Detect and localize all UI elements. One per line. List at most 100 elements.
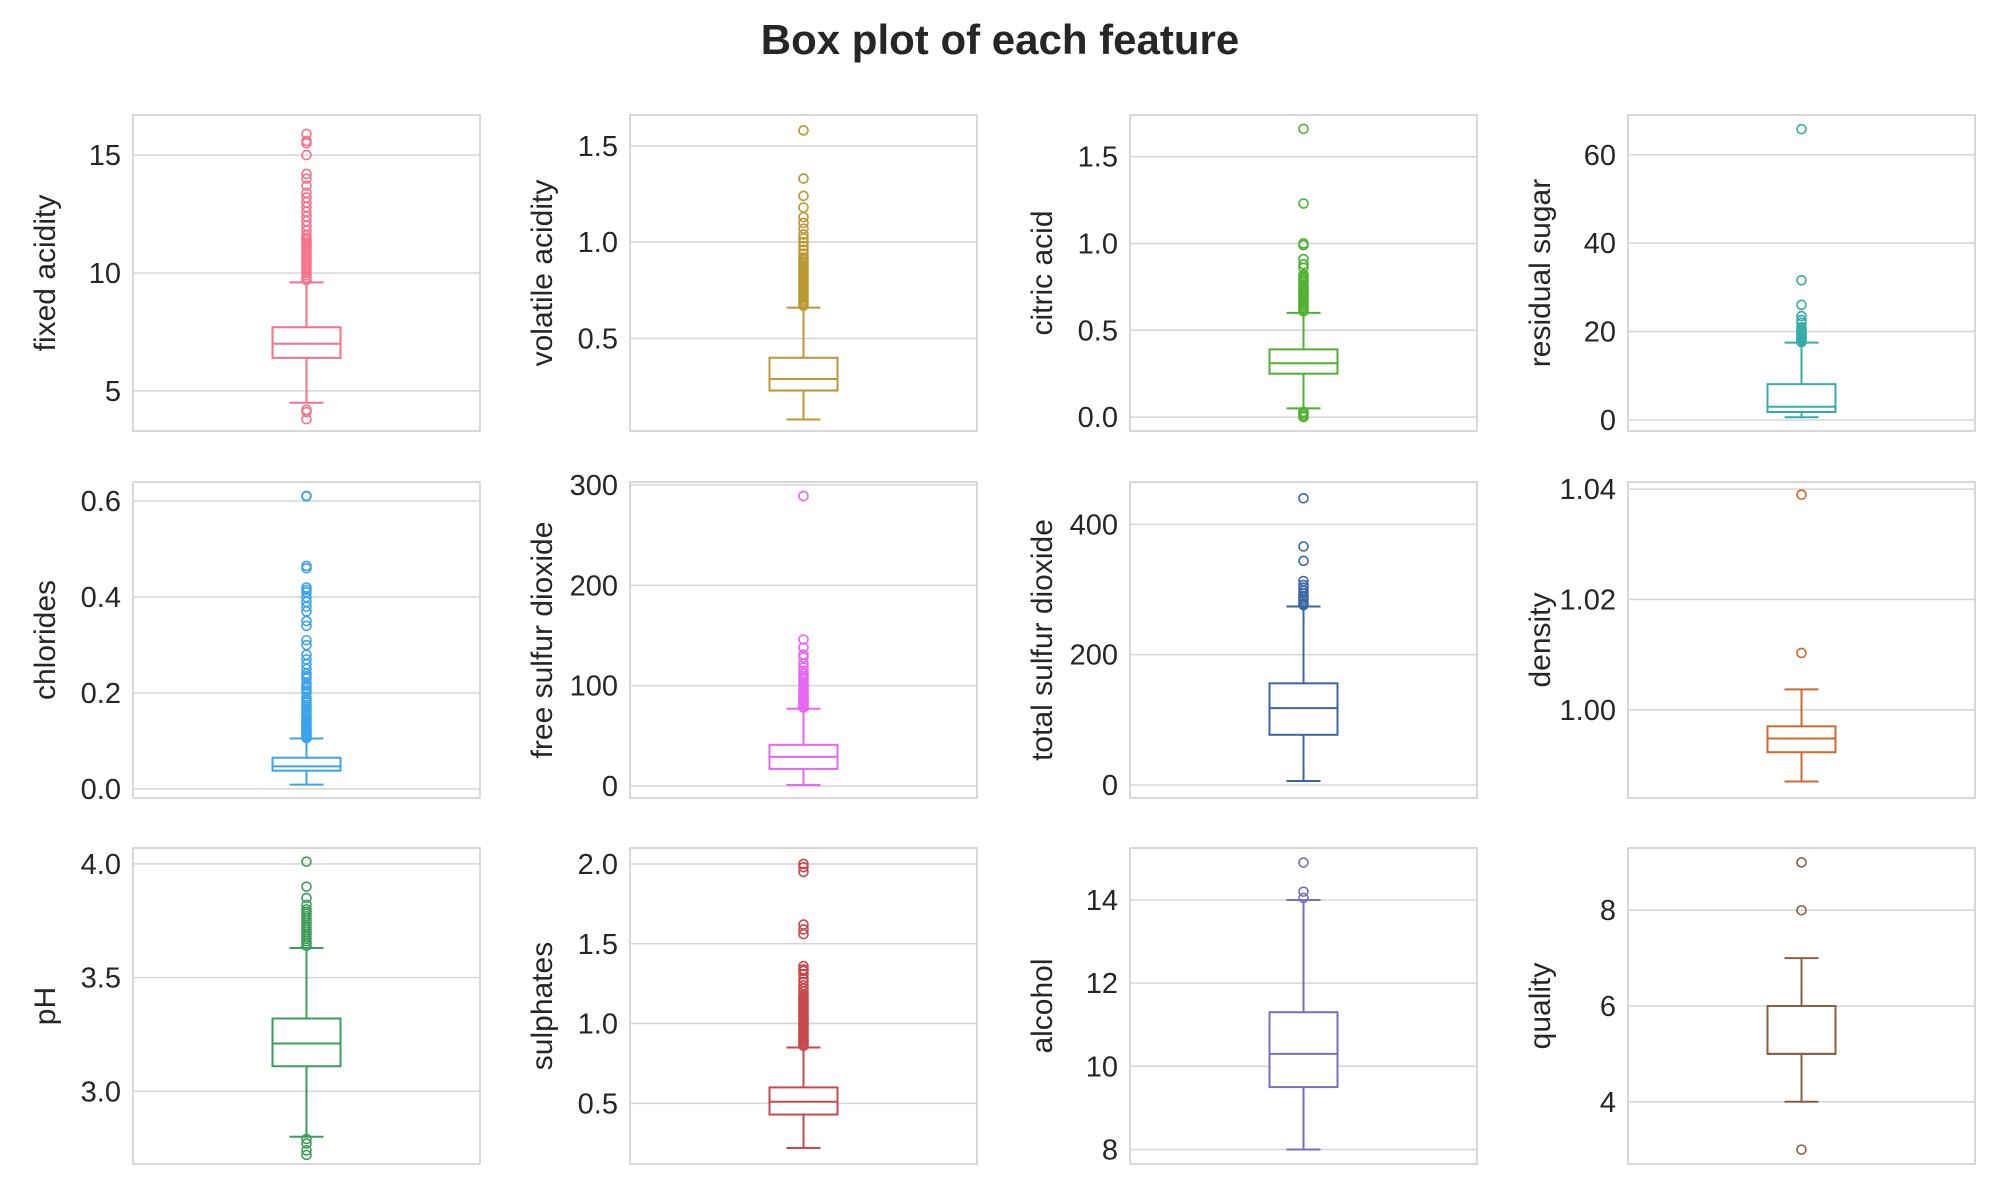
outlier-point <box>798 642 809 653</box>
outlier-point <box>1298 857 1309 868</box>
tick-label: 0 <box>602 771 618 803</box>
outlier-point <box>1298 892 1309 904</box>
outlier-point <box>301 620 312 632</box>
subplot-sulphates: 0.5 1.0 1.5 2.0 sulphates <box>526 847 978 1165</box>
tick-label: 3.0 <box>81 1076 121 1108</box>
outlier-point <box>301 560 312 572</box>
outlier-point <box>301 856 312 867</box>
iqr-box <box>1268 1011 1339 1089</box>
subplot-free-sulfur-dioxide: 0 100 200 300 free sulfur dioxide <box>526 470 978 803</box>
tick-label: 10 <box>1086 1051 1118 1083</box>
tick-label: 1.0 <box>1078 228 1118 260</box>
outlier-point <box>301 128 312 140</box>
outlier-point <box>798 244 809 256</box>
y-axis-label: free sulfur dioxide <box>526 522 559 759</box>
y-axis-label: citric acid <box>1026 210 1059 335</box>
outlier-point <box>1298 886 1309 897</box>
subplot-chlorides: 0.0 0.2 0.4 0.6 chlorides <box>29 481 481 806</box>
outlier-point <box>1298 198 1309 209</box>
outlier-point <box>798 866 809 878</box>
outlier-point <box>1796 299 1807 311</box>
y-axis-label: pH <box>29 987 62 1025</box>
tick-label: 8 <box>1102 1134 1118 1166</box>
outlier-point <box>301 149 312 161</box>
outlier-point <box>1298 238 1309 249</box>
outlier-point <box>301 490 312 502</box>
outlier-point <box>798 861 809 873</box>
outlier-point <box>301 904 312 915</box>
outlier-point <box>798 229 809 240</box>
tick-label: 0.5 <box>578 1088 618 1120</box>
outlier-point <box>1298 555 1309 567</box>
outlier-point <box>1298 406 1309 418</box>
tick-label: 10 <box>89 258 121 290</box>
subplot-alcohol: 8 10 12 14 alcohol <box>1026 847 1478 1166</box>
outlier-point <box>1298 575 1309 587</box>
tick-label: 100 <box>570 671 618 703</box>
tick-label: 5 <box>105 376 121 408</box>
tick-label: 60 <box>1584 140 1616 172</box>
outlier-point <box>1298 579 1309 591</box>
outlier-point <box>1796 321 1807 333</box>
y-axis-label: sulphates <box>526 942 559 1070</box>
outlier-point <box>1298 259 1309 270</box>
outlier-point <box>301 1133 312 1145</box>
outlier-point <box>301 192 312 203</box>
outlier-point <box>798 223 809 234</box>
outlier-point <box>798 968 809 980</box>
y-axis-label: quality <box>1524 963 1557 1050</box>
outlier-point <box>798 173 809 184</box>
tick-label: 15 <box>89 140 121 172</box>
outlier-point <box>301 180 312 192</box>
tick-label: 3.5 <box>81 963 121 995</box>
tick-label: 0.5 <box>578 324 618 356</box>
tick-label: 1.02 <box>1560 584 1616 616</box>
outlier-point <box>1298 541 1309 552</box>
outlier-point <box>798 649 809 660</box>
subplot-pH: 3.0 3.5 4.0 pH <box>29 847 481 1165</box>
tick-label: 200 <box>570 570 618 602</box>
iqr-box <box>768 356 839 392</box>
subplot-fixed-acidity: 5 10 15 fixed acidity <box>29 114 481 432</box>
outlier-point <box>798 919 809 930</box>
tick-label: 0.5 <box>1078 315 1118 347</box>
tick-label: 0.4 <box>81 582 121 614</box>
tick-label: 1.5 <box>578 929 618 961</box>
outlier-point <box>798 652 809 663</box>
tick-label: 0.0 <box>81 774 121 806</box>
y-axis-label: fixed acidity <box>29 195 62 352</box>
tick-label: 2.0 <box>578 849 618 881</box>
tick-label: 300 <box>570 470 618 502</box>
outlier-point <box>301 135 312 147</box>
subplot-volatile-acidity: 0.5 1.0 1.5 volatile acidity <box>526 114 978 432</box>
tick-label: 1.00 <box>1560 695 1616 727</box>
tick-label: 0.0 <box>1078 402 1118 434</box>
tick-label: 4.0 <box>81 849 121 881</box>
outlier-point <box>798 960 809 972</box>
tick-label: 1.5 <box>578 131 618 163</box>
outlier-point <box>798 217 809 229</box>
outlier-point <box>798 240 809 252</box>
iqr-box <box>271 1017 342 1068</box>
outlier-point <box>1796 123 1807 135</box>
outlier-point <box>1796 274 1807 286</box>
tick-label: 4 <box>1600 1087 1616 1119</box>
tick-label: 0 <box>1600 405 1616 437</box>
outlier-point <box>301 892 312 904</box>
outlier-point <box>1298 123 1309 135</box>
tick-label: 6 <box>1600 991 1616 1023</box>
tick-label: 0.6 <box>81 486 121 518</box>
subplot-residual-sugar: 0 20 40 60 residual sugar <box>1524 114 1976 437</box>
outlier-point <box>798 125 809 136</box>
iqr-box <box>271 326 342 359</box>
outlier-point <box>1796 489 1807 500</box>
tick-label: 20 <box>1584 317 1616 349</box>
tick-label: 0.2 <box>81 678 121 710</box>
tick-label: 1.5 <box>1078 142 1118 174</box>
outlier-point <box>301 654 312 665</box>
tick-label: 8 <box>1600 895 1616 927</box>
outlier-point <box>798 634 809 645</box>
subplot-density: 1.00 1.02 1.04 density <box>1524 474 1976 799</box>
outlier-point <box>798 490 809 502</box>
